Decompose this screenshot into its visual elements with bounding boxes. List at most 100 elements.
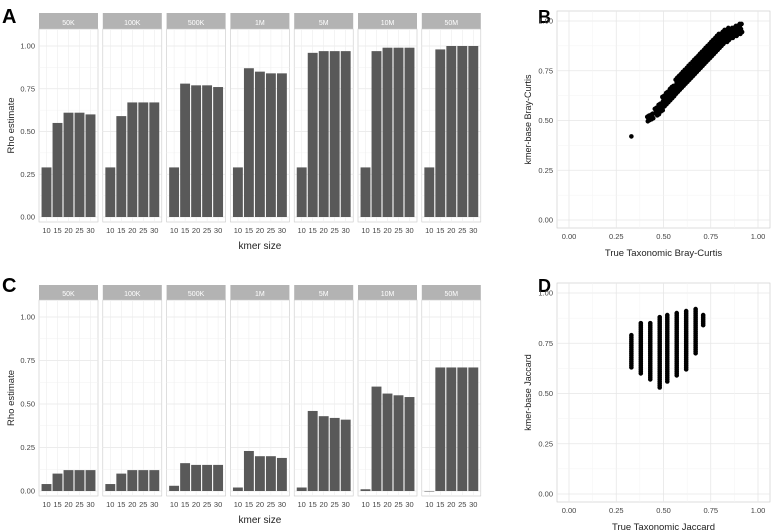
facet-label: 1M (255, 20, 265, 27)
y-tick-label: 1.00 (20, 42, 35, 51)
bar (138, 470, 149, 491)
bar (446, 46, 457, 217)
facet-strip (230, 285, 290, 300)
x-tick-label: 10 (234, 226, 242, 235)
x-tick-label: 25 (203, 500, 211, 509)
x-tick-label: 20 (128, 500, 136, 509)
x-tick-label: 30 (342, 500, 350, 509)
bar (318, 416, 329, 491)
x-tick-label: 30 (150, 500, 158, 509)
bar (63, 112, 74, 217)
y-axis-title: Rho estimate (6, 98, 17, 154)
facet-strip (166, 13, 226, 29)
y-tick-label: 1.00 (538, 17, 553, 26)
x-tick-label: 15 (53, 500, 61, 509)
x-tick-label: 10 (170, 500, 178, 509)
data-point (739, 21, 744, 27)
x-tick-label: 25 (394, 226, 402, 235)
x-axis-title: True Taxonomic Jaccard (612, 522, 715, 531)
x-tick-label: 15 (372, 500, 380, 509)
bar (404, 47, 415, 218)
bar (318, 51, 329, 217)
facet-label: 50M (444, 20, 458, 27)
bar (105, 484, 116, 491)
x-tick-label: 15 (53, 226, 61, 235)
data-point (645, 118, 651, 124)
facet-label: 50M (444, 291, 458, 298)
bar (296, 167, 307, 217)
data-point (657, 314, 663, 320)
x-tick-label: 25 (267, 226, 275, 235)
x-tick-label: 25 (139, 500, 147, 509)
panel-label-b: B (538, 7, 551, 27)
x-tick-label: 10 (425, 500, 433, 509)
bar (371, 386, 382, 491)
x-tick-label: 30 (150, 226, 158, 235)
facet-strip (294, 285, 354, 300)
x-tick-label: 1.00 (751, 232, 766, 241)
facet-label: 5M (319, 20, 329, 27)
facet-label: 100K (124, 291, 141, 298)
bar (360, 489, 371, 491)
y-tick-label: 0.50 (20, 400, 35, 409)
y-tick-label: 0.25 (20, 170, 35, 179)
x-tick-label: 0.00 (562, 232, 577, 241)
x-tick-label: 25 (203, 226, 211, 235)
x-tick-label: 25 (331, 226, 339, 235)
y-tick-label: 0.25 (538, 166, 553, 175)
bar (446, 367, 457, 491)
bar (435, 367, 446, 491)
x-tick-label: 20 (320, 226, 328, 235)
y-tick-label: 1.00 (20, 313, 35, 322)
x-tick-label: 15 (436, 226, 444, 235)
x-tick-label: 20 (383, 226, 391, 235)
bar (340, 419, 351, 491)
data-point (658, 109, 664, 114)
x-tick-label: 0.25 (609, 506, 624, 515)
bar (404, 397, 415, 491)
x-tick-label: 20 (64, 226, 72, 235)
y-tick-label: 0.00 (20, 487, 35, 496)
x-tick-label: 0.50 (656, 506, 671, 515)
x-tick-label: 10 (42, 226, 50, 235)
x-tick-label: 30 (214, 226, 222, 235)
y-tick-label: 0.50 (538, 389, 553, 398)
data-point (674, 310, 680, 316)
x-tick-label: 1.00 (751, 506, 766, 515)
bar (329, 51, 340, 217)
bar (265, 456, 276, 491)
bar (127, 102, 138, 217)
x-tick-label: 20 (256, 500, 264, 509)
facet-strip (102, 13, 162, 29)
data-point (629, 332, 634, 338)
facet-strip (102, 285, 162, 300)
facet-label: 50K (62, 20, 75, 27)
y-tick-label: 0.25 (538, 439, 553, 448)
x-tick-label: 30 (214, 500, 222, 509)
bar (191, 85, 202, 217)
y-axis-title: kmer-base Bray-Curtis (523, 74, 533, 165)
x-tick-label: 20 (192, 500, 200, 509)
bar (307, 410, 318, 491)
bar (382, 393, 393, 491)
x-tick-label: 10 (425, 226, 433, 235)
bar (393, 47, 404, 218)
x-tick-label: 0.75 (703, 232, 718, 241)
panel-label-d: D (538, 276, 551, 296)
y-tick-label: 1.00 (538, 289, 553, 298)
x-tick-label: 30 (469, 500, 477, 509)
panel-b-scatter-chart: 0.00 0.25 0.50 0.75 1.00 0.00 0.25 0.50 0.75 1.00… (523, 10, 771, 259)
bar (276, 73, 287, 217)
facet-strip (421, 13, 481, 29)
facet-label: 100K (124, 20, 141, 27)
y-axis-title: Rho estimate (6, 370, 17, 426)
bar (116, 473, 127, 491)
bar (468, 46, 479, 217)
bar (85, 470, 96, 491)
facet-strip (166, 285, 226, 300)
bar (424, 491, 435, 492)
x-tick-label: 10 (361, 226, 369, 235)
